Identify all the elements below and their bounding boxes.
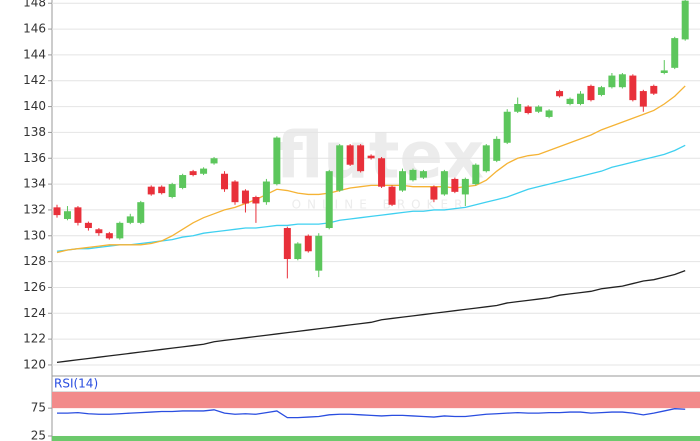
y-tick-label: 25 — [31, 428, 46, 441]
candle-body — [451, 178, 459, 192]
candle-body — [336, 145, 344, 191]
candle-body — [273, 137, 281, 185]
candle-body — [95, 229, 103, 234]
candle-body — [210, 158, 218, 164]
candle-body — [200, 168, 208, 174]
y-tick-label: 122 — [23, 332, 46, 346]
oversold-band — [52, 435, 700, 441]
candle-body — [315, 235, 323, 271]
candle-body — [241, 190, 249, 204]
candle-body — [461, 178, 469, 195]
candle-body — [367, 155, 375, 159]
candle-body — [587, 85, 595, 101]
candle-body — [53, 207, 61, 216]
candle-body — [63, 211, 71, 219]
y-tick-label: 130 — [23, 228, 46, 242]
candle-body — [618, 74, 626, 88]
candle-body — [597, 87, 605, 95]
candle-body — [566, 98, 574, 104]
y-tick-label: 120 — [23, 357, 46, 371]
candle-body — [126, 216, 134, 223]
candle-body — [74, 207, 82, 223]
candle-body — [660, 70, 668, 73]
candle-body — [252, 197, 260, 204]
candle-body — [493, 138, 501, 161]
candle-body — [179, 175, 187, 188]
candle-body — [514, 103, 522, 112]
candle-body — [346, 145, 354, 165]
candle-body — [357, 145, 365, 172]
y-tick-label: 134 — [23, 177, 46, 191]
candle-body — [221, 173, 229, 190]
candle-body — [608, 75, 616, 88]
candle-body — [419, 171, 427, 178]
candle-body — [189, 171, 197, 176]
candle-body — [158, 186, 166, 194]
candle-body — [671, 38, 679, 68]
candle-body — [231, 181, 239, 203]
candle-body — [147, 186, 155, 195]
candle-body — [294, 243, 302, 260]
overbought-band — [52, 392, 700, 409]
y-tick-label: 142 — [23, 73, 46, 87]
candle-body — [503, 111, 511, 143]
candle-body — [283, 228, 291, 260]
candle-body — [137, 202, 145, 223]
candle-body — [535, 106, 543, 112]
y-tick-label: 132 — [23, 202, 46, 216]
candle-body — [524, 106, 532, 114]
y-tick-label: 138 — [23, 125, 46, 139]
candle-body — [430, 186, 438, 200]
candle-body — [482, 145, 490, 172]
candle-body — [378, 158, 386, 187]
candle-body — [304, 235, 312, 252]
candle-body — [388, 186, 396, 205]
candle-body — [545, 110, 553, 117]
rsi-title: RSI(14) — [54, 377, 98, 391]
candle-body — [556, 91, 564, 97]
candle-body — [650, 85, 658, 94]
candle-body — [577, 93, 584, 104]
candle-body — [262, 181, 270, 203]
y-tick-label: 148 — [23, 0, 46, 10]
y-tick-label: 136 — [23, 151, 46, 165]
candle-body — [629, 75, 637, 101]
y-tick-label: 146 — [23, 22, 46, 36]
candle-body — [440, 171, 448, 195]
y-tick-label: 144 — [23, 47, 46, 61]
candle-body — [105, 233, 113, 239]
watermark-sub: ONLINE BROKER — [292, 198, 469, 212]
line-series — [56, 270, 686, 364]
candle-body — [472, 164, 480, 185]
candle-body — [325, 171, 333, 229]
y-tick-label: 140 — [23, 99, 46, 113]
line-series — [56, 85, 686, 254]
candle-body — [409, 169, 417, 181]
candle-body — [399, 171, 407, 191]
line-series — [57, 408, 686, 419]
candle-body — [681, 0, 689, 40]
candle-body — [639, 91, 647, 107]
candle-body — [116, 222, 124, 239]
candle-body — [168, 184, 176, 198]
y-tick-label: 126 — [23, 280, 46, 294]
y-tick-label: 124 — [23, 306, 46, 320]
y-tick-label: 75 — [31, 401, 46, 415]
y-tick-label: 128 — [23, 254, 46, 268]
candle-body — [84, 222, 92, 229]
